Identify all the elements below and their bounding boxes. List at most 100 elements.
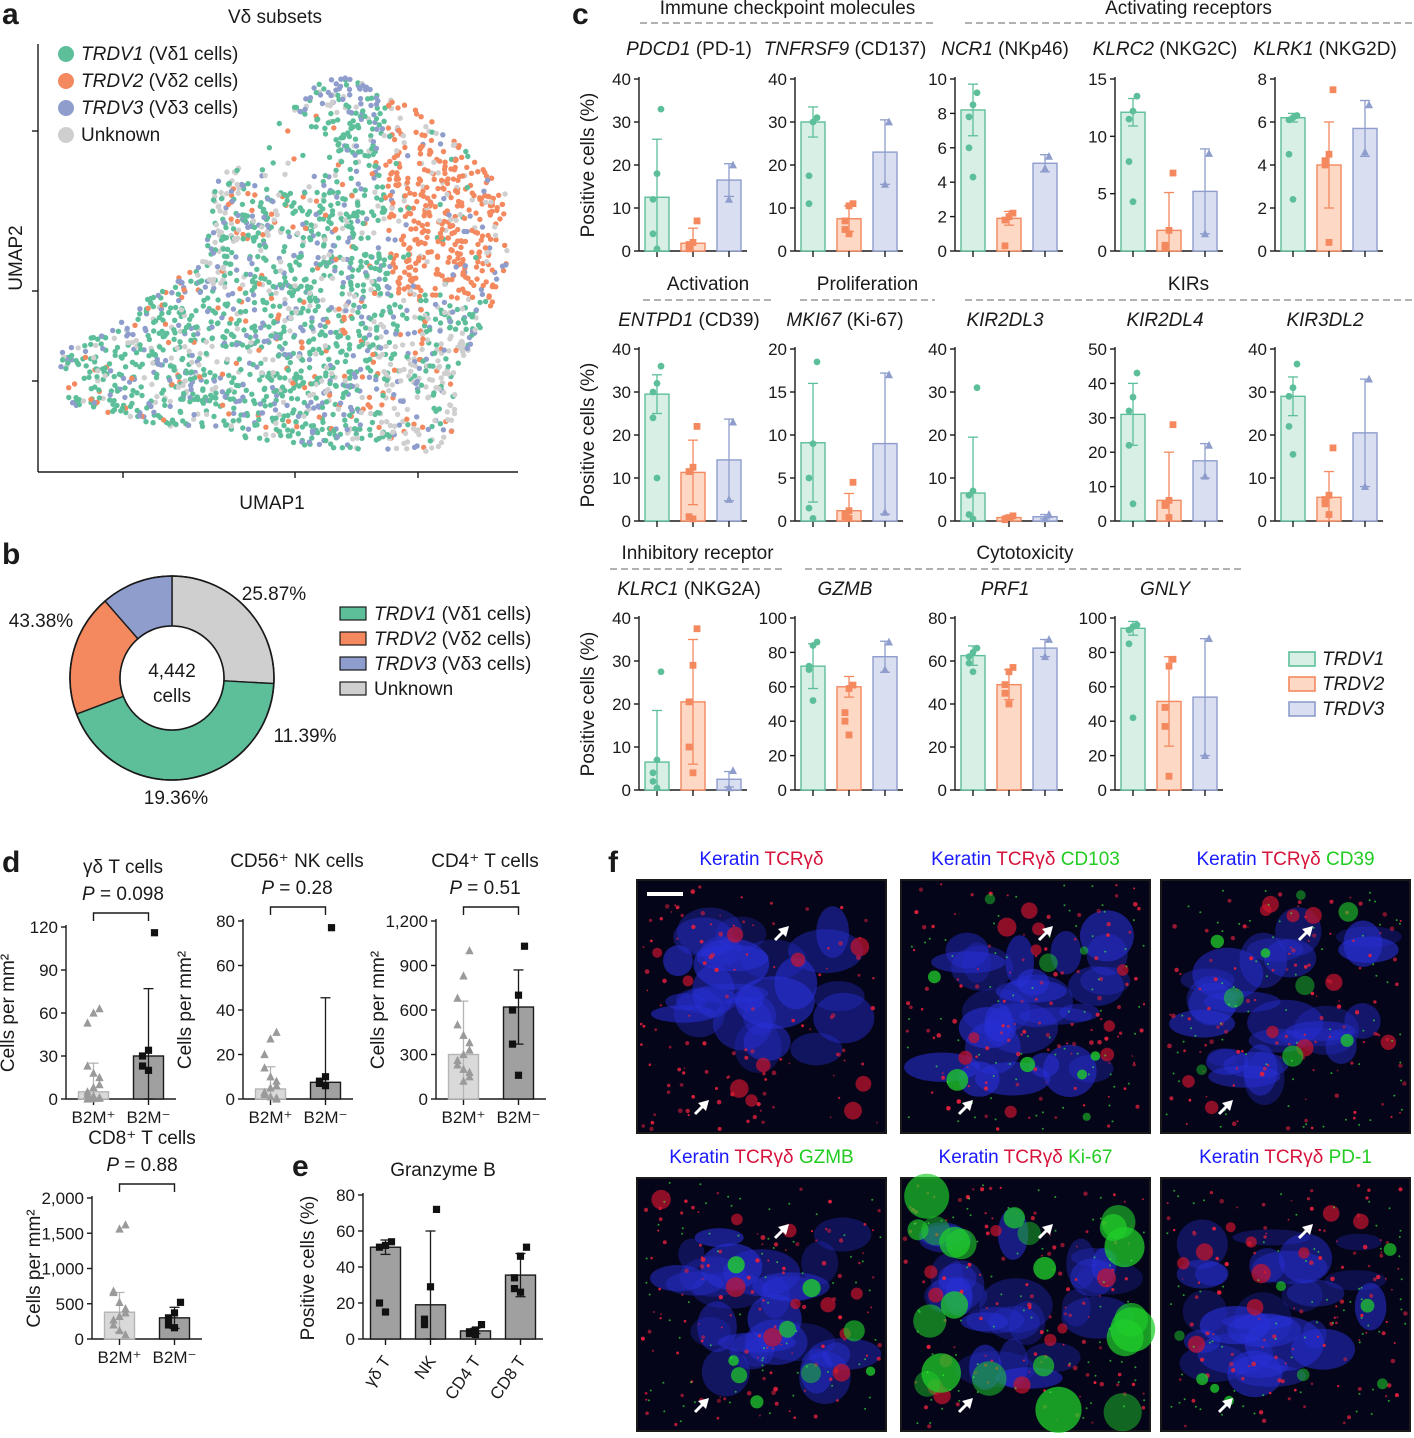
tcr-signal <box>761 1243 764 1246</box>
marker-speckle <box>730 1356 733 1359</box>
umap-cell-point <box>221 253 228 259</box>
umap-cell-point <box>359 230 365 236</box>
tcr-signal <box>1104 1036 1109 1041</box>
marker-speckle <box>1177 1195 1180 1198</box>
umap-cell-point <box>306 184 312 190</box>
tcr-signal <box>1373 1277 1377 1282</box>
x-tick-label: NK <box>411 1352 440 1383</box>
marker-speckle <box>955 1354 957 1356</box>
umap-cell-point <box>282 351 289 358</box>
tcr-signal <box>750 1290 755 1294</box>
keratin-signal <box>1344 1003 1381 1039</box>
keratin-signal <box>1246 938 1304 962</box>
microscopy-panels: Keratin TCRγδ Keratin TCRγδ CD103 Keratin … <box>636 849 1411 1433</box>
umap-cell-point <box>287 190 294 197</box>
tcr-signal <box>809 1028 812 1031</box>
data-point <box>1005 213 1013 220</box>
umap-cell-point <box>271 264 277 270</box>
marker-speckle <box>1248 919 1251 922</box>
tcr-signal <box>961 1289 963 1292</box>
tcr-signal <box>1184 1424 1187 1428</box>
marker-speckle <box>1221 982 1224 985</box>
umap-cell-point <box>457 211 463 218</box>
umap-cell-point <box>124 333 130 339</box>
marker-speckle <box>776 1261 779 1264</box>
umap-cell-point <box>159 328 165 334</box>
umap-cell-point <box>398 207 404 213</box>
tcr-cluster <box>844 1101 862 1120</box>
umap-cell-point <box>306 295 313 302</box>
umap-cell-point <box>390 200 396 206</box>
marker-speckle <box>1267 903 1270 906</box>
subplot-title: γδ T cells <box>83 857 163 878</box>
umap-cell-point <box>355 80 361 86</box>
umap-cell-point <box>215 305 221 311</box>
umap-cell-point <box>234 267 240 273</box>
umap-cell-point <box>419 229 425 236</box>
umap-cell-point <box>91 355 97 361</box>
umap-cell-point <box>396 218 402 224</box>
channel-labels: Keratin TCRγδ Ki-67 <box>939 1147 1113 1168</box>
data-point <box>1133 369 1141 377</box>
umap-cell-point <box>239 201 246 208</box>
marker-speckle <box>916 1422 919 1425</box>
umap-cell-point <box>449 247 455 254</box>
umap-cell-point <box>346 109 352 115</box>
tcr-signal <box>791 1352 794 1355</box>
y-tick-label: 2,000 <box>41 1189 84 1208</box>
keratin-signal <box>1016 968 1050 996</box>
x-tick-label: B2M⁻ <box>153 1348 197 1367</box>
tcr-signal <box>1307 940 1310 942</box>
tcr-signal <box>650 939 653 943</box>
umap-cell-point <box>227 320 233 326</box>
umap-cell-point <box>68 344 75 351</box>
umap-cell-point <box>443 356 449 362</box>
umap-cell-point <box>322 212 329 218</box>
data-point <box>805 200 813 208</box>
data-point <box>459 1049 468 1059</box>
y-tick-label: 50 <box>1088 340 1107 359</box>
umap-cell-point <box>429 445 435 451</box>
umap-cell-point <box>459 330 466 336</box>
marker-speckle <box>767 1237 770 1240</box>
tcr-signal <box>767 1259 770 1262</box>
umap-cell-point <box>278 432 284 439</box>
tcr-signal <box>716 1099 722 1105</box>
marker-speckle <box>946 1081 949 1083</box>
marker-speckle <box>969 1214 972 1217</box>
umap-cell-point <box>409 341 416 347</box>
marker-speckle <box>1037 1189 1040 1192</box>
umap-cell-point <box>402 193 408 199</box>
umap-cell-point <box>474 276 480 282</box>
tcr-signal <box>1188 1098 1192 1102</box>
umap-cell-point <box>431 350 438 356</box>
marker-speckle <box>1238 922 1241 925</box>
umap-cell-point <box>455 255 461 262</box>
umap-cell-point <box>122 385 128 391</box>
umap-cell-point <box>469 227 475 234</box>
umap-cell-point <box>469 249 475 255</box>
data-point <box>115 1224 124 1233</box>
umap-cell-point <box>290 224 296 230</box>
tcr-signal <box>1303 1405 1307 1409</box>
group-header: Immune checkpoint molecules <box>660 0 916 19</box>
umap-cell-point <box>416 160 423 167</box>
umap-cell-point <box>400 342 406 348</box>
data-point <box>1293 360 1301 368</box>
tcr-cluster <box>1205 1100 1219 1115</box>
tcr-signal <box>838 941 843 946</box>
marker-speckle <box>1404 1322 1407 1325</box>
tcr-signal <box>1045 1081 1048 1083</box>
tcr-signal <box>659 917 663 921</box>
umap-cell-point <box>218 189 224 196</box>
umap-cell-point <box>229 198 235 204</box>
tcr-signal <box>1124 1277 1129 1281</box>
marker-speckle <box>1062 1106 1065 1109</box>
data-point <box>144 1066 153 1074</box>
umap-cell-point <box>387 158 393 165</box>
umap-cell-point <box>306 356 313 363</box>
umap-cell-point <box>240 425 246 431</box>
umap-cell-point <box>387 309 394 316</box>
umap-cell-point <box>275 352 282 359</box>
umap-cell-point <box>481 188 487 194</box>
